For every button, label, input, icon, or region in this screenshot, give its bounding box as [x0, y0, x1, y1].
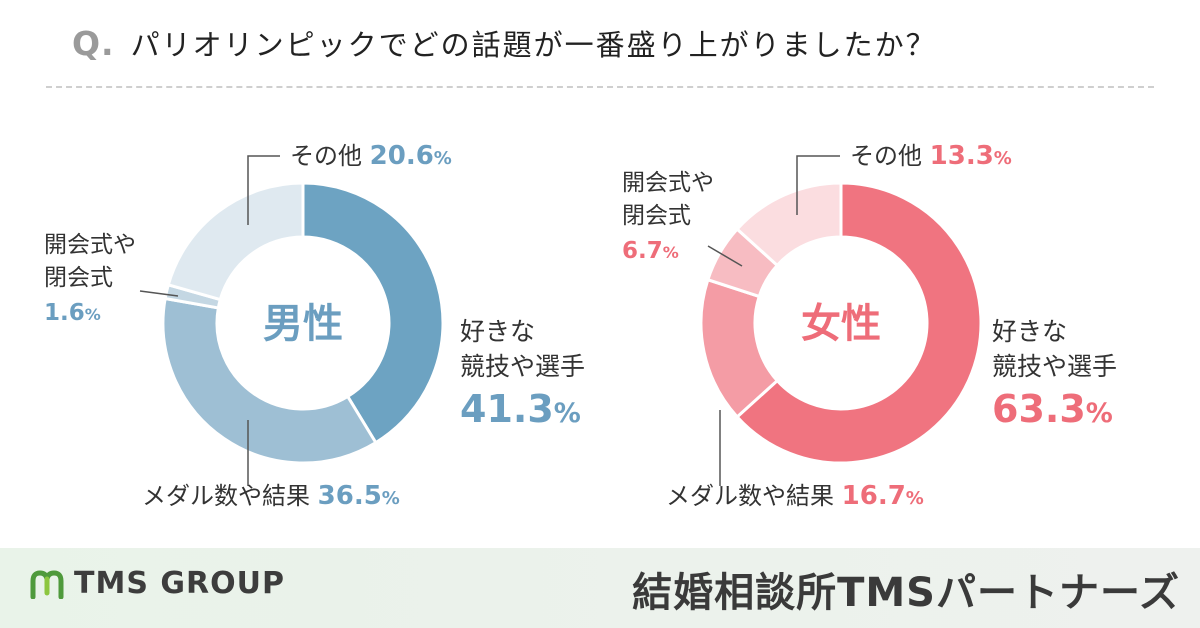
female-center-title: 女性 [801, 301, 881, 347]
dashed-divider [46, 86, 1154, 88]
female-slice-1 [735, 181, 983, 465]
male-value-1: 41.3% [460, 387, 581, 431]
female-label-3-line-1: 開会式や [622, 170, 714, 196]
female-slice-4 [735, 181, 843, 268]
male-label-3-line-2: 閉会式 [44, 265, 113, 291]
female-value-1: 63.3% [992, 387, 1113, 431]
male-label-1-line-1: 好きな [460, 317, 535, 346]
question-text: パリオリンピックでどの話題が一番盛り上がりましたか？ [130, 28, 937, 62]
male-center-title: 男性 [263, 301, 343, 347]
question-mark: Q. [72, 24, 115, 63]
female-label-1-line-1: 好きな [992, 317, 1067, 346]
male-leader-line-3 [139, 290, 179, 297]
male-slice-1 [301, 181, 445, 445]
male-label-1-line-2: 競技や選手 [460, 352, 585, 381]
male-label-4: その他 20.6% [290, 141, 452, 171]
female-label-1-line-2: 競技や選手 [992, 352, 1117, 381]
tms-logo-icon [30, 569, 64, 599]
company-name: 結婚相談所TMSパートナーズ [632, 570, 1180, 616]
female-value-3: 6.7% [622, 238, 679, 264]
footer-bar: TMS GROUP 結婚相談所TMSパートナーズ [0, 548, 1200, 628]
tms-group-brand: TMS GROUP [30, 566, 285, 601]
brand-name: TMS GROUP [74, 566, 285, 601]
female-label-3-line-2: 閉会式 [622, 203, 691, 229]
female-label-2: メダル数や結果 16.7% [666, 481, 924, 511]
female-leader-line-4 [796, 155, 840, 215]
male-label-2: メダル数や結果 36.5% [142, 481, 400, 511]
question-header: Q. パリオリンピックでどの話題が一番盛り上がりましたか？ [72, 22, 937, 72]
male-slice-2 [161, 296, 378, 465]
male-label-3-line-1: 開会式や [44, 232, 136, 258]
female-leader-line-3 [707, 245, 743, 267]
male-slice-4 [166, 181, 305, 302]
female-label-4: その他 13.3% [850, 141, 1012, 171]
male-value-3: 1.6% [44, 300, 101, 326]
male-leader-line-4 [247, 155, 280, 225]
